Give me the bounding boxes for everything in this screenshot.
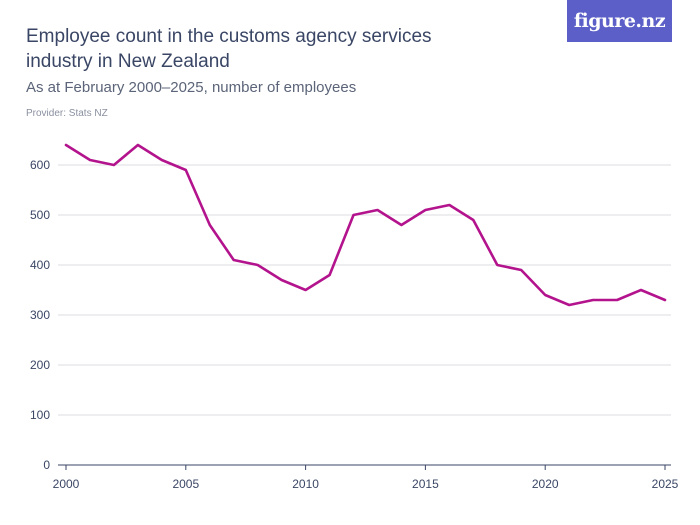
data-point[interactable] [63, 142, 69, 148]
data-point[interactable] [494, 262, 500, 268]
data-provider: Provider: Stats NZ [26, 108, 108, 119]
data-point[interactable] [159, 157, 165, 163]
y-tick-label: 500 [30, 208, 50, 222]
data-point[interactable] [590, 297, 596, 303]
data-point[interactable] [255, 262, 261, 268]
figure-nz-logo[interactable]: figure.nz [567, 0, 672, 42]
data-point[interactable] [87, 157, 93, 163]
y-tick-label: 200 [30, 358, 50, 372]
y-tick-label: 600 [30, 158, 50, 172]
data-point[interactable] [231, 257, 237, 263]
series-layer [63, 142, 668, 308]
data-point[interactable] [542, 292, 548, 298]
data-point[interactable] [398, 222, 404, 228]
data-point[interactable] [207, 222, 213, 228]
data-point[interactable] [638, 287, 644, 293]
y-tick-label: 0 [43, 458, 50, 472]
x-tick-label: 2020 [532, 477, 559, 491]
data-point[interactable] [351, 212, 357, 218]
data-point[interactable] [422, 207, 428, 213]
y-tick-label: 300 [30, 308, 50, 322]
grid-lines [58, 164, 671, 466]
data-point[interactable] [518, 267, 524, 273]
data-point[interactable] [279, 277, 285, 283]
data-point[interactable] [111, 162, 117, 168]
data-point[interactable] [446, 202, 452, 208]
series-line [64, 143, 667, 307]
y-tick-label: 100 [30, 408, 50, 422]
chart-title: Employee count in the customs agency ser… [26, 26, 432, 72]
x-tick-label: 2015 [412, 477, 439, 491]
x-tick-label: 2025 [652, 477, 679, 491]
chart-subtitle: As at February 2000–2025, number of empl… [26, 79, 357, 96]
data-point[interactable] [662, 297, 668, 303]
data-point[interactable] [135, 142, 141, 148]
data-point[interactable] [303, 287, 309, 293]
data-point[interactable] [374, 207, 380, 213]
data-point[interactable] [327, 272, 333, 278]
axes: 0 100 200 300 400 500 600 2000 2005 2010 2015 2020 2… [30, 158, 679, 491]
data-point[interactable] [470, 217, 476, 223]
data-point[interactable] [566, 302, 572, 308]
x-tick-label: 2010 [292, 477, 319, 491]
x-tick-label: 2000 [53, 477, 80, 491]
x-tick-label: 2005 [172, 477, 199, 491]
data-point[interactable] [614, 297, 620, 303]
y-tick-label: 400 [30, 258, 50, 272]
data-point[interactable] [183, 167, 189, 173]
